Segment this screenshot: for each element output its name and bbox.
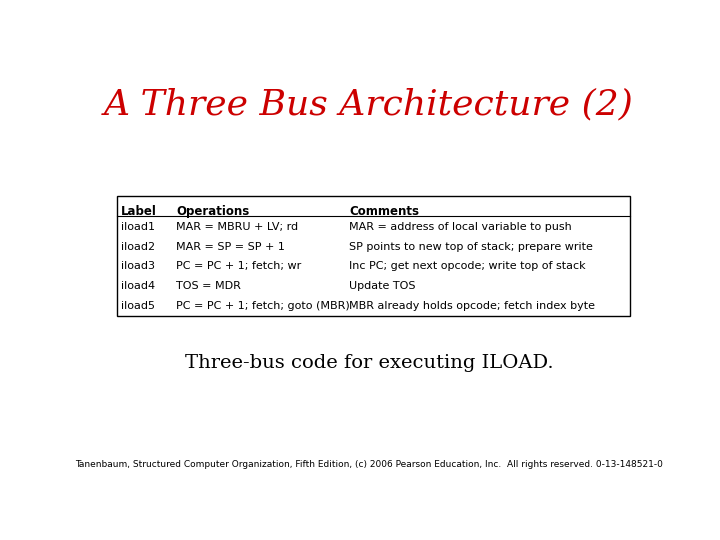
Text: iload3: iload3 <box>121 261 155 272</box>
Text: Comments: Comments <box>349 205 420 218</box>
Text: MAR = MBRU + LV; rd: MAR = MBRU + LV; rd <box>176 221 299 232</box>
Text: iload4: iload4 <box>121 281 155 292</box>
Bar <box>117 196 630 316</box>
Text: A Three Bus Architecture (2): A Three Bus Architecture (2) <box>104 87 634 122</box>
Text: MAR = address of local variable to push: MAR = address of local variable to push <box>349 221 572 232</box>
Text: TOS = MDR: TOS = MDR <box>176 281 241 292</box>
Text: SP points to new top of stack; prepare write: SP points to new top of stack; prepare w… <box>349 241 593 252</box>
Text: iload1: iload1 <box>121 221 155 232</box>
Text: Three-bus code for executing ILOAD.: Three-bus code for executing ILOAD. <box>185 354 553 372</box>
Text: iload5: iload5 <box>121 301 155 312</box>
Text: MBR already holds opcode; fetch index byte: MBR already holds opcode; fetch index by… <box>349 301 595 312</box>
Text: PC = PC + 1; fetch; goto (MBR): PC = PC + 1; fetch; goto (MBR) <box>176 301 350 312</box>
Text: Label: Label <box>121 205 156 218</box>
Text: Tanenbaum, Structured Computer Organization, Fifth Edition, (c) 2006 Pearson Edu: Tanenbaum, Structured Computer Organizat… <box>75 460 663 469</box>
Text: MAR = SP = SP + 1: MAR = SP = SP + 1 <box>176 241 285 252</box>
Text: Inc PC; get next opcode; write top of stack: Inc PC; get next opcode; write top of st… <box>349 261 586 272</box>
Text: PC = PC + 1; fetch; wr: PC = PC + 1; fetch; wr <box>176 261 302 272</box>
Text: iload2: iload2 <box>121 241 155 252</box>
Text: Operations: Operations <box>176 205 250 218</box>
Text: Update TOS: Update TOS <box>349 281 416 292</box>
